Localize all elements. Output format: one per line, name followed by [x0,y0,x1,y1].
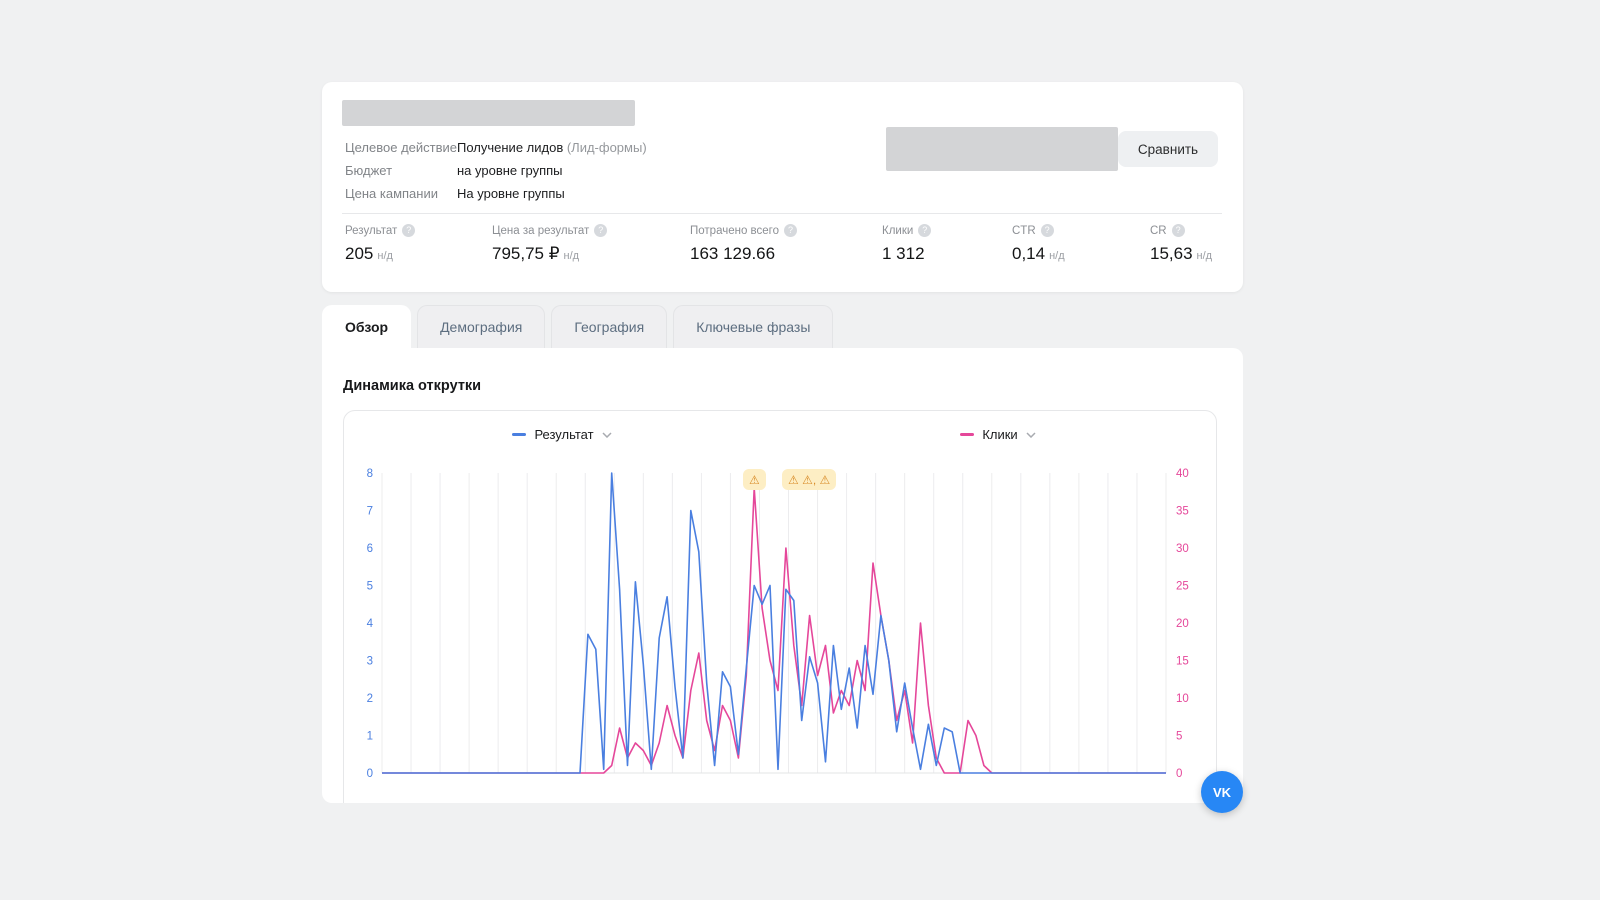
metric-label: CR [1150,224,1167,237]
svg-text:1: 1 [367,731,373,743]
legend-color-dash [960,433,975,436]
svg-text:5: 5 [1176,731,1182,743]
svg-text:0: 0 [367,768,373,780]
tab-geography[interactable]: География [551,305,668,348]
field-campaign-price: Цена кампании На уровне группы [345,182,647,205]
spend-dynamics-card: Результат Клики ⚠ ⚠ ⚠, ⚠ 0 1 2 3 4 5 6 7 8 0 5 10 15… [343,410,1217,803]
svg-text:20: 20 [1176,618,1189,630]
help-icon[interactable]: ? [1040,224,1054,237]
metric-suffix: н/д [1196,250,1213,262]
legend-label: Результат [534,427,594,442]
legend-label: Клики [982,427,1018,442]
campaign-fields: Целевое действиеПолучение лидов (Лид-фор… [345,136,647,205]
field-value: на уровне группы [457,163,563,178]
redacted-date-range [886,127,1118,171]
metric-result: Результат? 205 н/д [345,224,416,264]
metric-label: Результат [345,224,398,237]
metric-clicks: Клики? 1 312 [882,224,932,264]
svg-text:30: 30 [1176,543,1189,555]
svg-text:7: 7 [367,506,373,518]
metric-suffix: н/д [563,250,580,262]
redacted-campaign-name [342,100,635,126]
help-icon[interactable]: ? [402,224,416,237]
metric-label: Клики [882,224,914,237]
campaign-summary-card: Целевое действиеПолучение лидов (Лид-фор… [322,82,1243,292]
svg-text:8: 8 [367,468,373,480]
metric-suffix: н/д [1049,250,1065,262]
spend-dynamics-chart: 0 1 2 3 4 5 6 7 8 0 5 10 15 20 25 30 35 40 [367,468,1189,780]
field-target-action: Целевое действиеПолучение лидов (Лид-фор… [345,136,647,159]
warning-icon[interactable]: ⚠ [743,469,766,490]
metric-total-spent: Потрачено всего? 163 129.66 [690,224,798,264]
legend-color-dash [512,433,527,436]
metric-label: CTR [1012,224,1036,237]
svg-text:40: 40 [1176,468,1189,480]
svg-text:0: 0 [1176,768,1182,780]
svg-text:10: 10 [1176,693,1189,705]
chevron-down-icon [1026,431,1036,438]
warning-icon-group[interactable]: ⚠ ⚠, ⚠ [782,469,837,490]
help-icon[interactable]: ? [1171,224,1185,237]
field-label: Бюджет [345,163,393,178]
field-label: Целевое действие [345,140,457,155]
field-value-suffix: (Лид-формы) [563,140,647,155]
metric-value: 0,14 [1012,244,1046,263]
svg-text:2: 2 [367,693,373,705]
chevron-down-icon [602,431,612,438]
field-value: Получение лидов [457,140,564,155]
svg-text:25: 25 [1176,581,1189,593]
metric-label: Потрачено всего [690,224,780,237]
svg-text:35: 35 [1176,506,1189,518]
metric-value: 795,75 ₽ [492,244,560,263]
svg-text:5: 5 [367,581,373,593]
tab-demography[interactable]: Демография [417,305,546,348]
metric-cr: CR? 15,63 н/д [1150,224,1212,264]
overview-panel: Динамика открутки Результат Клики ⚠ ⚠ ⚠,… [322,348,1243,803]
tab-key-phrases[interactable]: Ключевые фразы [673,305,834,348]
svg-text:4: 4 [367,618,374,630]
metric-suffix: н/д [377,250,393,262]
metric-cost-per-result: Цена за результат? 795,75 ₽ н/д [492,224,608,264]
field-value: На уровне группы [457,186,565,201]
section-title: Динамика открутки [343,378,482,394]
metric-label: Цена за результат [492,224,590,237]
tab-overview[interactable]: Обзор [322,305,412,348]
vk-support-button[interactable]: VK [1201,771,1243,813]
help-icon[interactable]: ? [918,224,932,237]
card-divider [342,213,1222,214]
metric-value: 15,63 [1150,244,1193,263]
help-icon[interactable]: ? [594,224,608,237]
legend-item-clicks[interactable]: Клики [780,427,1216,442]
metric-value: 163 129.66 [690,244,776,263]
svg-text:3: 3 [367,656,373,668]
field-budget: Бюджет на уровне группы [345,159,647,182]
legend-item-result[interactable]: Результат [344,427,780,442]
metric-ctr: CTR? 0,14 н/д [1012,224,1065,264]
field-label: Цена кампании [345,186,438,201]
chart-legend: Результат Клики [344,427,1216,442]
metric-value: 205 [345,244,374,263]
svg-text:6: 6 [367,543,373,555]
compare-button[interactable]: Сравнить [1118,131,1218,167]
tabs-bar: Обзор Демография География Ключевые фраз… [322,305,834,348]
help-icon[interactable]: ? [784,224,798,237]
metric-value: 1 312 [882,244,925,263]
svg-text:15: 15 [1176,656,1189,668]
